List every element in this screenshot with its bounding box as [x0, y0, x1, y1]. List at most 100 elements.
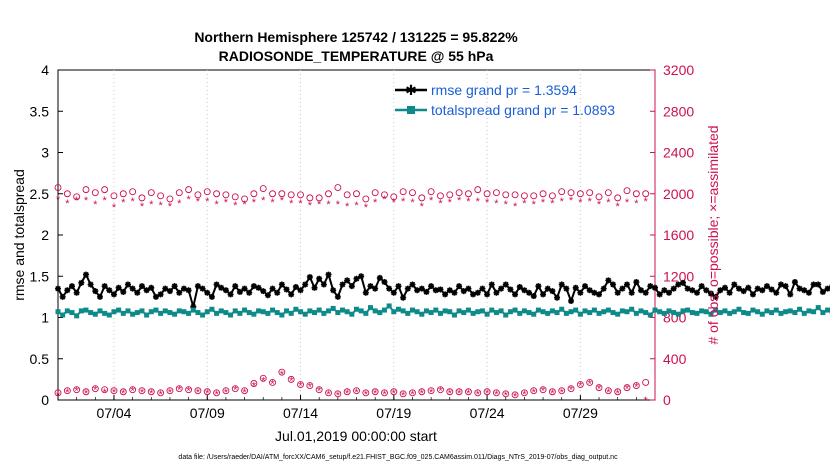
obs-possible-marker: [63, 387, 71, 395]
totalspread-point: [83, 307, 89, 313]
obs-possible-marker: [539, 190, 547, 198]
obs-assimilated-marker: *: [485, 388, 490, 400]
rmse-point: [442, 291, 449, 298]
x-axis-ticks: 07/04 07/09 07/14 07/19 07/24 07/29: [76, 395, 637, 421]
totalspread-point: [741, 310, 747, 316]
obs-assimilated-marker: *: [317, 386, 322, 398]
totalspread-point: [465, 307, 471, 313]
obs-possible-marker: [306, 382, 314, 390]
rmse-point: [582, 283, 589, 290]
rmse-point: [124, 281, 131, 288]
obs-assimilated-marker: *: [606, 197, 611, 209]
y-left-tick-label: 3.5: [30, 103, 50, 119]
totalspread-point: [386, 303, 392, 309]
totalspread-point: [708, 311, 714, 317]
obs-possible-marker: [642, 379, 650, 386]
totalspread-point: [563, 310, 569, 316]
totalspread-point: [470, 310, 476, 316]
legend-rmse-label: rmse grand pr = 1.3594: [431, 82, 577, 98]
obs-assimilated-marker: *: [401, 390, 406, 402]
rmse-point: [777, 281, 784, 288]
obs-assimilated-marker: *: [84, 388, 89, 400]
obs-assimilated-marker: *: [130, 386, 135, 398]
obs-possible-marker: [231, 193, 239, 201]
totalspread-point: [284, 308, 290, 314]
totalspread-point: [391, 309, 397, 315]
obs-possible-marker: [241, 195, 249, 203]
obs-assimilated-marker: *: [457, 388, 462, 400]
obs-possible-marker: [147, 189, 155, 197]
obs-possible-marker: [166, 387, 174, 395]
totalspread-point: [736, 306, 742, 312]
obs-possible-marker: [586, 379, 594, 386]
totalspread-point: [158, 310, 164, 316]
rmse-point: [152, 293, 159, 300]
obs-possible-marker: [437, 386, 444, 394]
totalspread-point: [302, 311, 308, 317]
obs-possible-marker: [101, 386, 109, 394]
obs-possible-marker: [362, 195, 370, 203]
rmse-point: [642, 289, 649, 296]
rmse-point: [87, 281, 94, 288]
obs-assimilated-marker: *: [616, 201, 621, 213]
obs-possible-marker: [474, 389, 482, 397]
obs-possible-marker: [371, 189, 379, 197]
obs-assimilated-marker: *: [438, 386, 443, 398]
totalspread-point: [312, 310, 318, 316]
totalspread-point: [120, 310, 126, 316]
rmse-point: [740, 288, 747, 295]
rmse-point: [414, 287, 421, 294]
rmse-point: [721, 284, 728, 291]
rmse-point: [199, 285, 206, 292]
rmse-point: [488, 281, 495, 288]
obs-possible-marker: [297, 191, 304, 199]
totalspread-point: [74, 313, 80, 319]
totalspread-point: [237, 310, 243, 316]
totalspread-point: [102, 310, 108, 316]
obs-assimilated-marker: *: [625, 197, 630, 209]
obs-possible-marker: [110, 192, 118, 200]
totalspread-point: [162, 308, 168, 314]
obs-assimilated-marker: *: [476, 389, 481, 401]
rmse-point: [227, 291, 234, 298]
rmse-point: [180, 285, 187, 292]
totalspread-point: [340, 307, 346, 313]
rmse-point: [68, 283, 75, 290]
obs-assimilated-marker: *: [65, 198, 70, 210]
totalspread-point: [200, 312, 206, 318]
rmse-point: [222, 287, 229, 294]
obs-possible-marker: [530, 387, 538, 395]
obs-assimilated-marker: *: [326, 199, 331, 211]
rmse-point: [78, 279, 85, 286]
obs-possible-marker: [427, 387, 435, 395]
rmse-point: [218, 284, 225, 291]
rmse-point: [96, 293, 103, 300]
y-right-tick-label: 3200: [663, 62, 694, 78]
totalspread-point: [437, 310, 443, 316]
obs-possible-marker: [418, 388, 426, 396]
obs-assimilated-marker: *: [522, 198, 527, 210]
totalspread-point: [680, 308, 686, 314]
x-tick-label: 07/24: [470, 405, 505, 421]
totalspread-point: [246, 310, 252, 316]
rmse-point: [208, 293, 215, 300]
totalspread-point: [428, 310, 434, 316]
rmse-point: [297, 287, 304, 294]
totalspread-point: [181, 309, 187, 315]
totalspread-point: [815, 305, 821, 311]
rmse-point: [810, 281, 817, 288]
obs-possible-marker: [166, 195, 174, 203]
totalspread-point: [633, 310, 639, 316]
obs-possible-marker: [399, 390, 407, 398]
obs-possible-marker: [250, 380, 258, 387]
series-lines: [55, 271, 830, 319]
obs-possible-marker: [502, 191, 510, 199]
rmse-point: [474, 289, 481, 296]
obs-assimilated-marker: *: [177, 385, 182, 397]
obs-assimilated-marker: *: [103, 387, 108, 399]
rmse-point: [264, 292, 271, 299]
obs-assimilated-marker: *: [569, 195, 574, 207]
rmse-point: [610, 281, 617, 288]
rmse-point: [782, 283, 789, 290]
obs-assimilated-marker: *: [429, 387, 434, 399]
